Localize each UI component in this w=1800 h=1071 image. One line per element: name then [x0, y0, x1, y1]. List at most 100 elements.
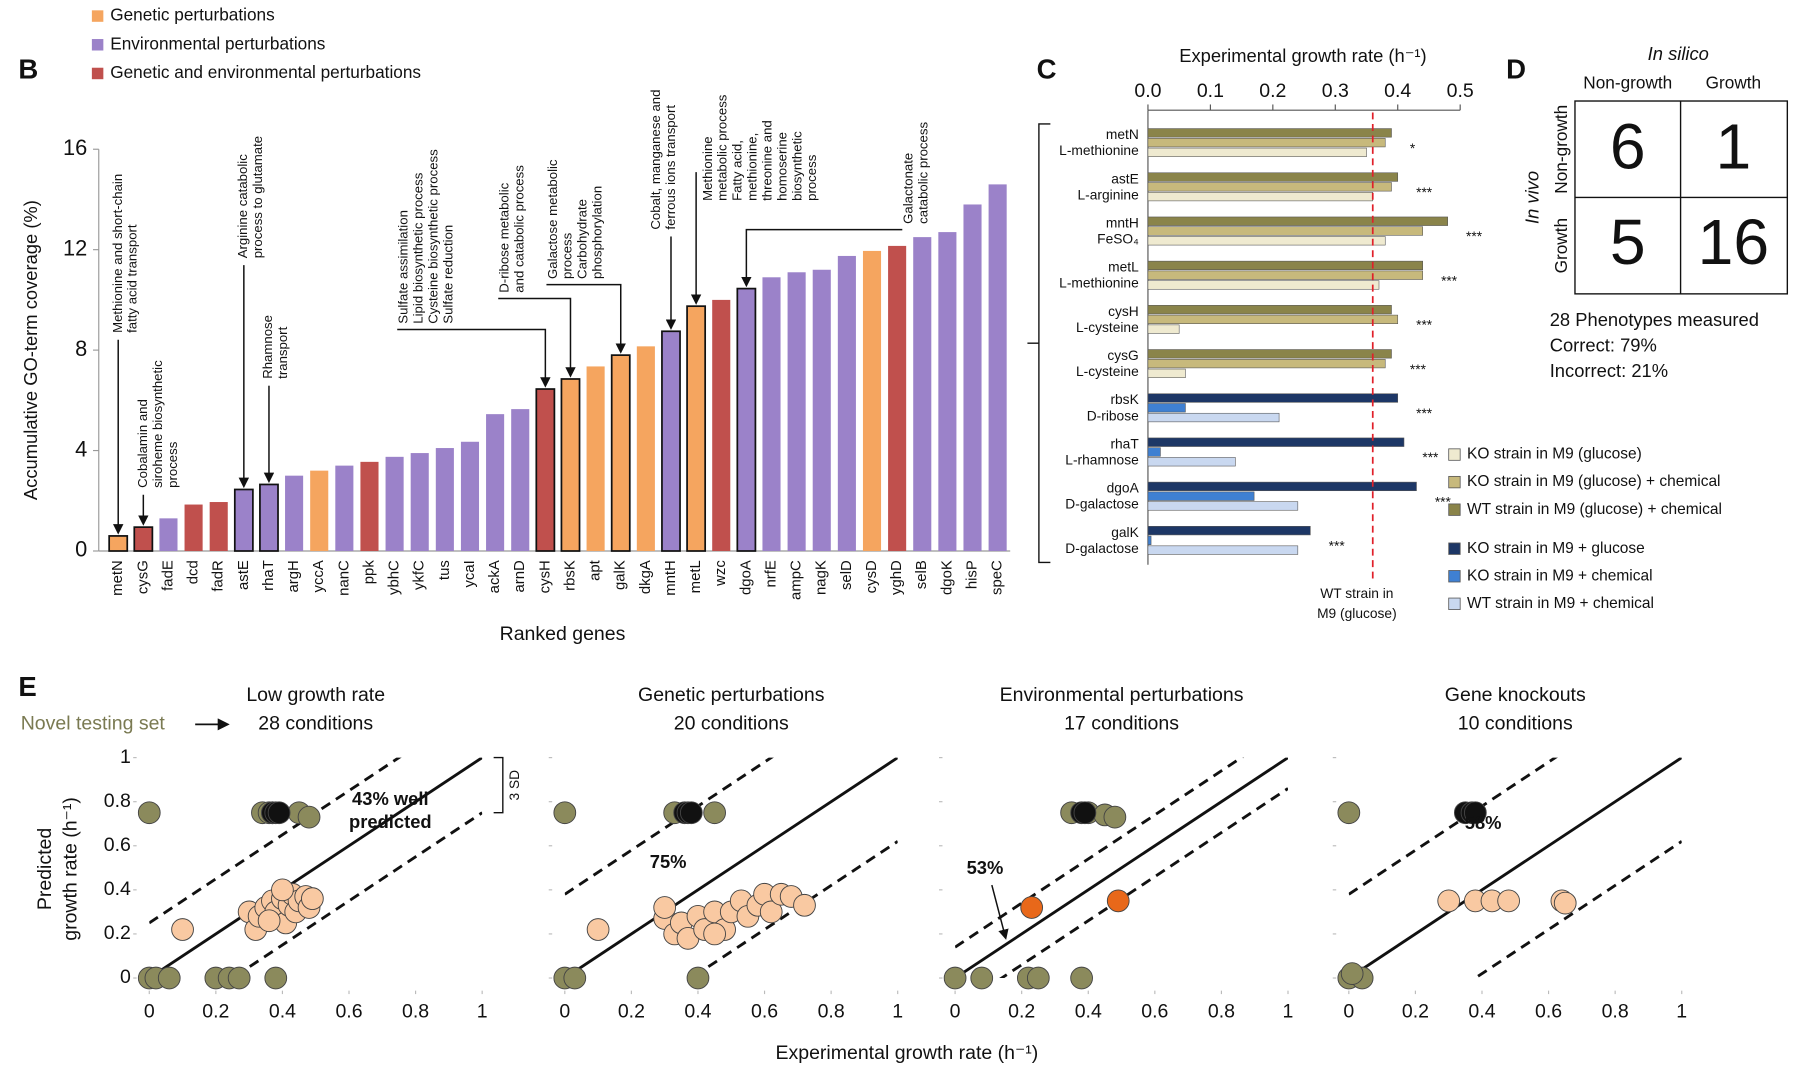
x-tick-label: 0.4 — [1468, 1001, 1495, 1023]
point — [970, 966, 994, 990]
annotation: Methionine and short-chain — [110, 174, 125, 333]
bar — [837, 255, 856, 551]
bar — [988, 184, 1007, 551]
bar — [888, 245, 907, 551]
y-tick-label: 0 — [120, 966, 131, 988]
x-tick-label: nanC — [335, 560, 352, 596]
plot-subtitle: 17 conditions — [1064, 712, 1179, 734]
point — [1337, 801, 1361, 825]
x-tick-label: 0.2 — [1259, 80, 1286, 102]
significance: *** — [1416, 185, 1433, 200]
x-tick-label: 0.4 — [1384, 80, 1411, 102]
legend-swatch — [91, 10, 104, 22]
y-tick-label: 0.2 — [104, 922, 131, 944]
bar — [1147, 191, 1374, 202]
legend-label: Genetic and environmental perturbations — [110, 62, 421, 82]
bar — [184, 504, 203, 551]
significance: *** — [1422, 450, 1439, 465]
annotation: threonine and — [759, 120, 774, 201]
sd-label: 3 SD — [507, 770, 522, 801]
bar — [410, 453, 429, 551]
x-tick-label: yccA — [310, 560, 327, 592]
point — [586, 918, 610, 941]
annotation-arrow — [991, 884, 1009, 940]
annotation: ferrous ions transport — [663, 105, 678, 230]
annotation: biosynthetic — [789, 131, 804, 201]
identity-line — [149, 757, 483, 979]
bar — [560, 378, 581, 552]
annotation: Sulfate reduction — [440, 225, 455, 324]
x-tick-label: ppk — [360, 560, 377, 585]
x-tick-label: 0 — [144, 1001, 155, 1023]
annotation: phosphorylation — [590, 186, 605, 279]
bar — [1147, 280, 1380, 290]
bar — [1147, 216, 1448, 226]
bar — [1147, 535, 1152, 545]
x-tick-label: 1 — [892, 1001, 903, 1023]
bar — [1147, 526, 1311, 536]
x-tick-label: tus — [436, 560, 453, 580]
plot-title: Genetic perturbations — [638, 684, 825, 706]
point — [264, 966, 288, 990]
panel-label: B — [18, 53, 38, 84]
point — [553, 801, 577, 825]
legend-swatch — [1448, 475, 1461, 489]
x-tick-label: yghD — [888, 560, 905, 595]
category-label: D-galactose — [1065, 541, 1139, 556]
y-tick-label: 4 — [75, 436, 87, 461]
annotation-arrow — [397, 328, 551, 388]
bar — [1147, 182, 1392, 192]
annotation: methionine, — [745, 133, 760, 201]
x-tick-label: 0.0 — [1134, 80, 1161, 102]
x-tick-label: cysD — [863, 560, 880, 593]
x-tick-label: cysH — [536, 560, 553, 593]
x-tick-label: 0 — [950, 1001, 961, 1023]
plot-title: Environmental perturbations — [1000, 684, 1244, 706]
x-tick-label: fadR — [210, 560, 227, 592]
bar — [1147, 138, 1386, 148]
testing-set-label: Novel testing set — [21, 712, 166, 734]
point — [759, 900, 783, 924]
x-tick-label: 0.2 — [1402, 1001, 1429, 1023]
x-tick-label: speC — [989, 560, 1006, 595]
x-tick-label: nrfE — [762, 560, 779, 587]
annotation: Cysteine biosynthetic process — [425, 149, 440, 324]
x-axis-title: Experimental growth rate (h⁻¹) — [775, 1042, 1038, 1064]
plot-title: Low growth rate — [246, 684, 385, 706]
x-tick-label: metN — [109, 560, 126, 596]
annotation: siroheme biosynthetic — [150, 360, 165, 488]
significance: *** — [1441, 273, 1458, 288]
bar — [385, 456, 404, 551]
x-tick-label: 1 — [1283, 1001, 1294, 1023]
category-label: dgoA — [1107, 481, 1140, 496]
x-tick-label: 0.8 — [1208, 1001, 1235, 1023]
category-label: cysH — [1108, 304, 1139, 319]
x-tick-label: ybhC — [386, 560, 403, 595]
annotation: transport — [275, 326, 290, 378]
bar — [1147, 172, 1399, 182]
annotation: catabolic process — [916, 122, 931, 224]
bar — [1147, 349, 1392, 359]
row-header: Growth — [1551, 218, 1571, 273]
bar — [1147, 545, 1299, 555]
matrix-note: Incorrect: 21% — [1550, 360, 1668, 381]
x-axis-title: Ranked genes — [500, 623, 626, 645]
y-tick-label: 8 — [75, 336, 87, 361]
legend-label: WT strain in M9 (glucose) + chemical — [1467, 501, 1722, 518]
category-label: L-arginine — [1078, 187, 1140, 202]
point — [257, 909, 281, 933]
category-label: D-ribose — [1087, 408, 1139, 423]
point — [1020, 896, 1044, 919]
legend-swatch — [1448, 597, 1461, 610]
point — [227, 966, 251, 990]
reference-label: WT strain in — [1320, 586, 1393, 601]
annotation: process — [165, 441, 180, 488]
identity-line — [1348, 757, 1682, 979]
diagonals — [1348, 757, 1682, 979]
bar — [1147, 403, 1186, 413]
point — [703, 922, 726, 946]
bar — [862, 250, 882, 551]
bar — [1147, 236, 1386, 246]
annotation: process — [560, 232, 575, 279]
x-tick-label: 0.6 — [1535, 1001, 1562, 1023]
